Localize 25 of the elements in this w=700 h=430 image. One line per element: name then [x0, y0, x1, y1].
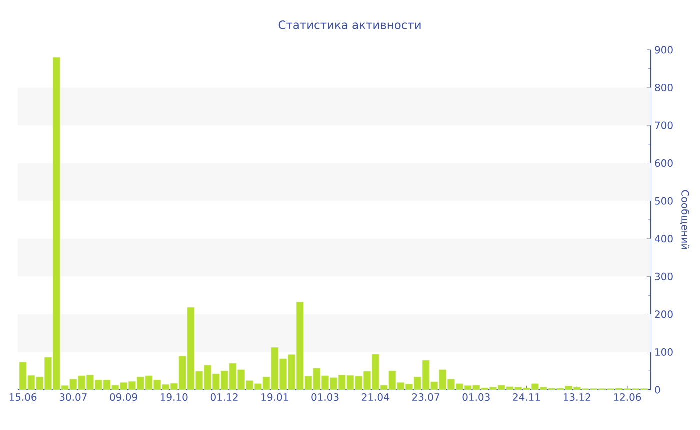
y-tick-label: 900 — [655, 46, 673, 54]
x-tick-label: 15.06 — [10, 394, 37, 402]
y-tick-label: 700 — [655, 122, 673, 130]
y-tick-label: 600 — [655, 160, 673, 168]
y-tick-label: 500 — [655, 197, 673, 205]
x-tick-label: 13.12 — [564, 394, 590, 402]
x-tick-label: 09.09 — [110, 394, 138, 402]
y-tick-label: 200 — [655, 310, 673, 318]
x-tick-label: 19.01 — [262, 394, 288, 402]
x-tick-label: 24.11 — [513, 394, 540, 401]
x-tick-label: 01.03 — [462, 394, 490, 402]
y-tick-label: 300 — [655, 272, 673, 280]
x-tick-label: 19.10 — [160, 394, 188, 402]
chart-title: Статистика активности — [278, 20, 421, 30]
x-tick-label: 12.06 — [614, 394, 642, 402]
y-tick-label: 0 — [655, 386, 660, 394]
x-tick-label: 30.07 — [60, 394, 87, 402]
y-tick-label: 800 — [655, 84, 673, 92]
x-tick-label: 23.07 — [412, 394, 440, 402]
x-tick-label: 21.04 — [362, 394, 390, 402]
x-tick-label: 01.12 — [210, 394, 238, 402]
y-tick-label: 100 — [656, 348, 673, 356]
x-tick-label: 01.03 — [312, 394, 339, 402]
y-axis-title: Сообщений — [680, 190, 690, 250]
y-tick-label: 400 — [655, 235, 673, 243]
